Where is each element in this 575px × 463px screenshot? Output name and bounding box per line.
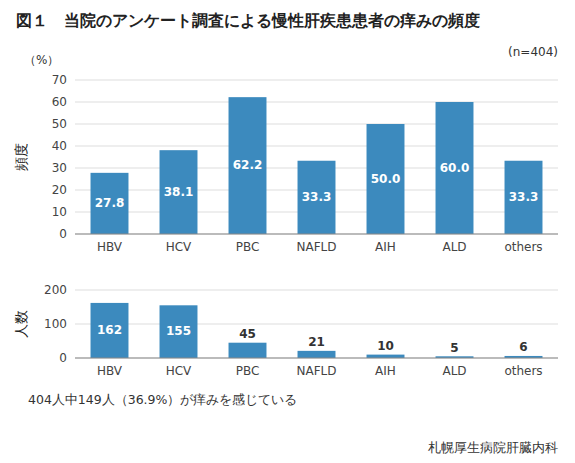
y-unit: （%） — [24, 53, 59, 67]
data-labels: 27.8 38.1 62.2 33.3 50.0 60.0 33.3 — [95, 158, 539, 210]
data-labels: 162 155 45 21 10 5 6 — [97, 323, 528, 355]
y-tick-label: 0 — [59, 351, 67, 365]
chart-panel: 図１ 当院のアンケート調査による慢性肝疾患患者の痒みの頻度 (n=404) （%） 頻… — [13, 11, 558, 254]
y-tick-label: 50 — [52, 117, 67, 131]
grid — [75, 290, 558, 358]
data-label: 10 — [377, 339, 394, 353]
bar — [436, 102, 474, 234]
x-tick-label: NAFLD — [296, 364, 336, 378]
bar — [160, 150, 198, 234]
grid-line — [75, 102, 558, 103]
grid-line — [75, 234, 558, 235]
data-label: 33.3 — [302, 190, 332, 204]
data-label: 6 — [519, 340, 527, 354]
chart-title: 図１ 当院のアンケート調査による慢性肝疾患患者の痒みの頻度 — [16, 11, 480, 30]
grid-line — [75, 146, 558, 147]
chart-panel: 404人中149人（36.9%）が痒みを感じている札幌厚生病院肝臓内科 人数 0 10… — [13, 283, 558, 456]
bar — [367, 124, 405, 234]
y-tick-label: 60 — [52, 95, 67, 109]
footer-right: 札幌厚生病院肝臓内科 — [428, 440, 558, 455]
x-tick-label: others — [504, 240, 542, 254]
y-tick-label: 30 — [52, 161, 67, 175]
x-tick-label: HCV — [166, 364, 192, 378]
data-label: 162 — [97, 323, 122, 337]
x-axis-line — [75, 358, 558, 359]
y-tick-label: 10 — [52, 205, 67, 219]
x-tick-label: HCV — [166, 240, 192, 254]
bar — [91, 303, 129, 358]
data-label: 50.0 — [371, 172, 401, 186]
y-tick-label: 40 — [52, 139, 67, 153]
bar — [160, 305, 198, 358]
y-tick-label: 20 — [52, 183, 67, 197]
y-axis-label: 頻度 — [13, 143, 29, 171]
y-tick-label: 100 — [44, 317, 67, 331]
chart-figure: 図１ 当院のアンケート調査による慢性肝疾患患者の痒みの頻度 (n=404) （%） 頻… — [0, 0, 575, 463]
data-label: 45 — [239, 327, 256, 341]
x-tick-label: ALD — [442, 364, 466, 378]
x-axis-line — [75, 234, 558, 235]
x-tick-label: HBV — [97, 364, 123, 378]
data-label: 38.1 — [164, 185, 194, 199]
x-tick-label: ALD — [442, 240, 466, 254]
y-tick-label: 70 — [52, 73, 67, 87]
data-label: 33.3 — [509, 190, 539, 204]
footer-left: 404人中149人（36.9%）が痒みを感じている — [28, 392, 297, 407]
grid-line — [75, 290, 558, 291]
grid — [75, 80, 558, 234]
grid-line — [75, 80, 558, 81]
bar — [229, 97, 267, 234]
bar — [367, 355, 405, 358]
grid-line — [75, 324, 558, 325]
x-tick-label: AIH — [375, 364, 396, 378]
data-label: 60.0 — [440, 161, 470, 175]
grid-line — [75, 358, 558, 359]
bar — [91, 173, 129, 234]
y-axis-label: 人数 — [13, 310, 29, 338]
n-label: (n=404) — [508, 45, 558, 59]
y-tick-label: 0 — [59, 227, 67, 241]
x-tick-label: NAFLD — [296, 240, 336, 254]
x-tick-label: PBC — [236, 240, 260, 254]
data-label: 27.8 — [95, 196, 125, 210]
bar — [298, 161, 336, 234]
x-tick-label: AIH — [375, 240, 396, 254]
data-label: 62.2 — [233, 158, 263, 172]
y-tick-label: 200 — [44, 283, 67, 297]
grid-line — [75, 124, 558, 125]
x-tick-label: PBC — [236, 364, 260, 378]
bar — [298, 351, 336, 358]
data-label: 155 — [166, 324, 191, 338]
x-tick-label: others — [504, 364, 542, 378]
x-tick-label: HBV — [97, 240, 123, 254]
bar — [505, 161, 543, 234]
bars — [91, 303, 543, 358]
data-label: 5 — [450, 341, 458, 355]
bars — [91, 97, 543, 234]
bar — [229, 343, 267, 358]
data-label: 21 — [308, 335, 325, 349]
